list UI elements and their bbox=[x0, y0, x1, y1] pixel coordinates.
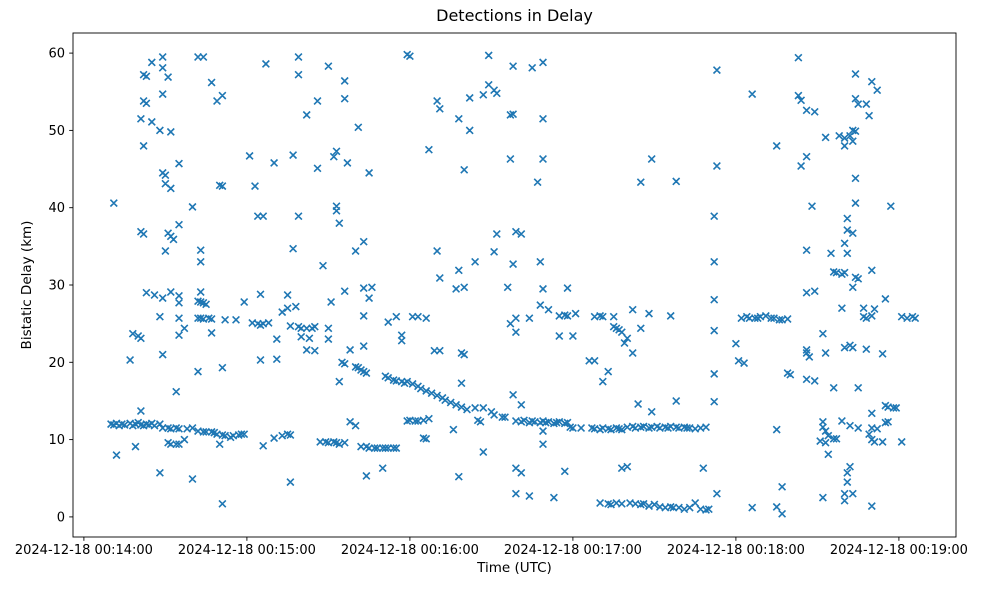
y-tick-label: 40 bbox=[48, 201, 65, 216]
x-axis-label: Time (UTC) bbox=[477, 560, 552, 576]
x-tick-label: 2024-12-18 00:17:00 bbox=[504, 543, 642, 558]
x-tick-label: 2024-12-18 00:19:00 bbox=[830, 543, 968, 558]
y-tick-label: 20 bbox=[48, 356, 65, 371]
axis-spines bbox=[72, 32, 957, 538]
chart-title: Detections in Delay bbox=[436, 6, 593, 25]
y-tick-label: 10 bbox=[48, 433, 65, 448]
x-tick-label: 2024-12-18 00:14:00 bbox=[15, 543, 153, 558]
y-tick-label: 0 bbox=[57, 510, 65, 525]
scatter-points bbox=[107, 50, 920, 518]
x-tick-label: 2024-12-18 00:18:00 bbox=[667, 543, 805, 558]
y-tick-label: 50 bbox=[48, 124, 65, 139]
scatter-marker-path bbox=[107, 50, 920, 518]
y-tick-label: 30 bbox=[48, 279, 65, 294]
x-tick-label: 2024-12-18 00:16:00 bbox=[341, 543, 479, 558]
x-tick-label: 2024-12-18 00:15:00 bbox=[178, 543, 316, 558]
axis-ticks: 2024-12-18 00:14:00 2024-12-18 00:15:00 20… bbox=[15, 47, 968, 558]
y-tick-label: 60 bbox=[48, 47, 65, 62]
